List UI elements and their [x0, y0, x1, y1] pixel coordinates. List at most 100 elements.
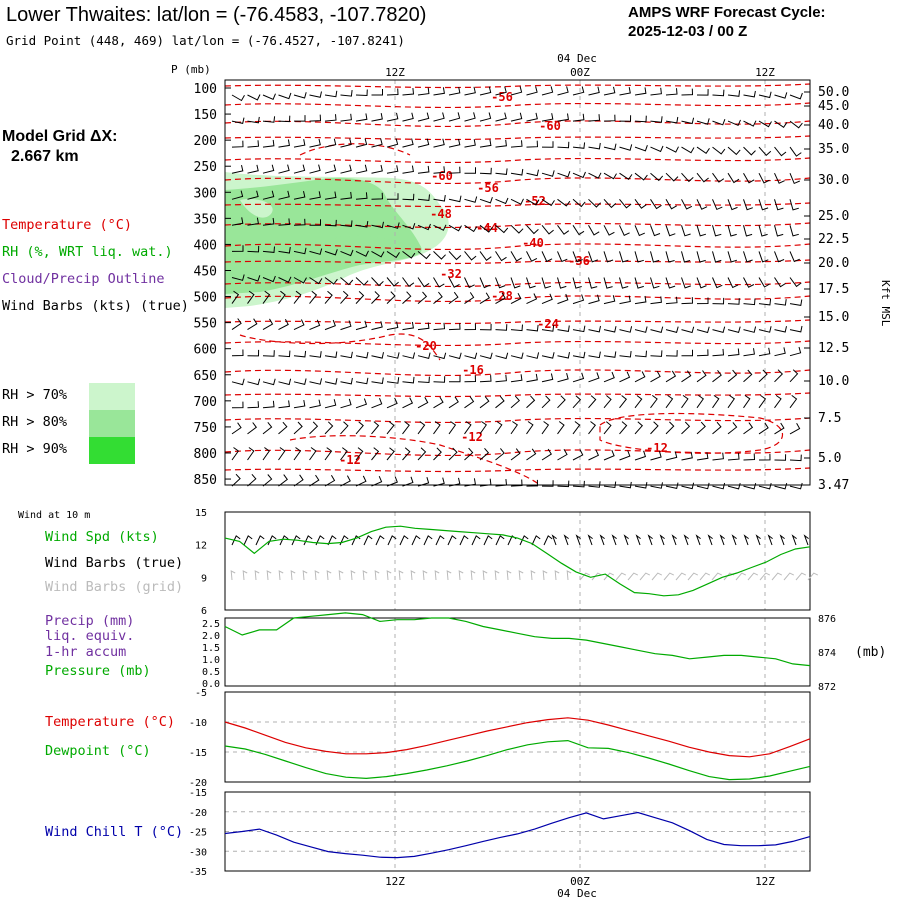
- wind-barb-grid: [627, 572, 639, 581]
- wind-barb-grid: [470, 570, 476, 581]
- wind-barb: [495, 251, 507, 262]
- wind-barb: [247, 140, 260, 148]
- pressure-label-200: 200: [194, 134, 217, 149]
- wind-barb: [572, 171, 586, 179]
- temperature-contour-label-0: -56: [491, 90, 513, 104]
- wind-barb: [619, 351, 632, 358]
- wind-barb: [681, 88, 694, 96]
- wind-barb: [293, 447, 302, 461]
- wind-barb: [293, 421, 303, 435]
- wind-barb: [634, 326, 648, 333]
- wind-barb: [231, 349, 244, 357]
- wind-barb: [557, 225, 570, 235]
- top-date-label: 04 Dec: [557, 52, 597, 65]
- wind-barb: [309, 219, 321, 226]
- height-label-9: 15.0: [818, 310, 849, 325]
- wind-barb: [433, 195, 446, 202]
- wind-barb: [247, 245, 260, 253]
- wind-barb: [619, 450, 631, 461]
- wind-barb: [572, 395, 582, 409]
- wind-barb: [526, 277, 536, 289]
- temperature-contour-label-7: -40: [522, 236, 544, 250]
- wind-barb: [634, 87, 647, 96]
- rh-legend-70-swatch: [89, 383, 135, 410]
- wind-barb: [324, 447, 333, 461]
- wind-barb: [495, 112, 507, 122]
- wind-barb: [479, 396, 490, 409]
- height-label-12: 7.5: [818, 411, 841, 426]
- pressure-label-300: 300: [194, 186, 217, 201]
- temperature-legend-label: Temperature (°C): [2, 217, 133, 233]
- wind-barb: [557, 141, 570, 149]
- height-label-14: 3.47: [818, 478, 849, 493]
- wind-barb: [727, 225, 737, 237]
- wind-barb: [340, 113, 352, 122]
- wind-barb: [696, 146, 710, 154]
- wind-barb: [603, 481, 617, 489]
- wind-barb: [588, 172, 602, 179]
- wind-barb-grid: [302, 570, 308, 581]
- wind-barb: [572, 449, 584, 461]
- wind-barb: [634, 450, 647, 461]
- wind-barb: [681, 349, 693, 357]
- height-label-6: 22.5: [818, 232, 849, 247]
- pressure-label-500: 500: [194, 291, 217, 306]
- wind-barb-true: [719, 534, 725, 546]
- height-label-0: 50.0: [818, 85, 849, 100]
- wind-barb: [665, 421, 675, 435]
- wind-barb-grid: [326, 570, 332, 581]
- wind-barb: [588, 351, 601, 359]
- y-tick-label-3: -30: [189, 847, 207, 858]
- wind-barb: [681, 225, 691, 237]
- wind-barb-grid: [386, 570, 392, 581]
- wind-barb: [603, 421, 612, 435]
- wind-barb: [402, 193, 415, 201]
- wind-barb: [371, 250, 385, 258]
- wind-barb: [231, 290, 240, 304]
- rh-legend-label: RH (%, WRT liq. wat.): [2, 244, 173, 260]
- wind-barb-grid: [434, 570, 440, 581]
- wind-barb: [324, 319, 336, 331]
- wind-barb: [650, 87, 662, 96]
- wind-barb: [464, 196, 478, 203]
- wind-barb-grid: [663, 572, 675, 581]
- pressure-axis-title: P (mb): [171, 63, 211, 76]
- height-label-7: 20.0: [818, 256, 849, 271]
- wind-barb: [634, 421, 644, 435]
- wind-barb: [386, 138, 399, 148]
- wind-barb: [758, 369, 768, 383]
- wind-barb: [371, 113, 383, 122]
- wind-barb: [293, 290, 302, 304]
- wind-barb: [758, 120, 772, 128]
- wind-barb: [681, 146, 695, 154]
- wind-barb: [743, 326, 757, 333]
- temperature-contour-15: [224, 392, 811, 398]
- wind-barb: [712, 482, 726, 490]
- wind-barb: [557, 449, 568, 461]
- wind-barb: [727, 172, 740, 184]
- wind-barb: [758, 394, 767, 409]
- wind-barb: [340, 290, 349, 304]
- wind-barb: [526, 198, 540, 206]
- rh-legend-90-swatch: [89, 437, 135, 464]
- wind-barb: [774, 251, 785, 263]
- wind-barb: [712, 172, 725, 183]
- wind-barb: [479, 112, 492, 122]
- wind-barb: [727, 453, 740, 461]
- wind-barb: [433, 166, 446, 174]
- wind-barb: [789, 199, 799, 211]
- wind-barb: [417, 447, 427, 461]
- wind-barb: [789, 369, 799, 383]
- y-tick-label-1: -10: [189, 718, 207, 729]
- wind-barb: [572, 325, 586, 333]
- wind-barb: [557, 277, 567, 289]
- wind-barb: [665, 225, 676, 237]
- wind-barb: [309, 114, 322, 122]
- wind-barb: [712, 146, 726, 155]
- wind-barb: [634, 350, 647, 358]
- wind-barb: [386, 88, 399, 96]
- wind-barb: [572, 251, 583, 263]
- wind-barb: [603, 114, 616, 122]
- wind-barb: [448, 166, 461, 174]
- wind-barb: [293, 400, 306, 409]
